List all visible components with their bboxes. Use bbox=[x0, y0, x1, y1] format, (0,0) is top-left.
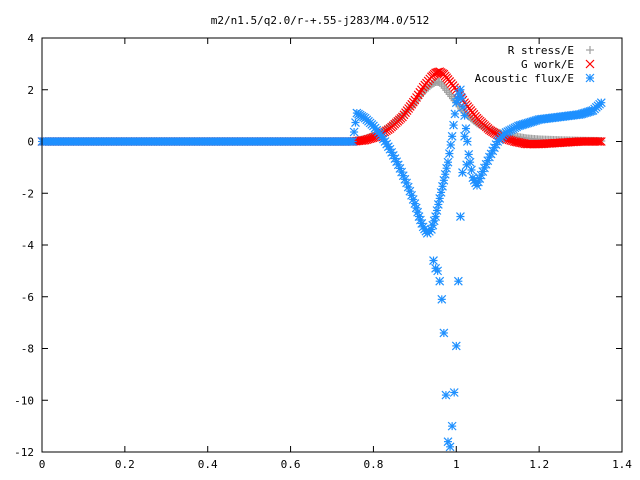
x-tick-label: 1 bbox=[453, 458, 460, 471]
legend-label: R stress/E bbox=[508, 44, 574, 57]
data-point bbox=[349, 127, 359, 137]
data-point bbox=[446, 140, 456, 150]
x-tick-label: 0.4 bbox=[198, 458, 218, 471]
data-point bbox=[433, 266, 443, 276]
data-point bbox=[440, 169, 450, 179]
data-point bbox=[453, 276, 463, 286]
data-point bbox=[449, 120, 458, 130]
data-point bbox=[458, 102, 468, 112]
data-point bbox=[450, 109, 460, 119]
y-tick-label: -6 bbox=[21, 291, 34, 304]
axis-ticks: 0 0.2 0.4 0.6 0.8 1 1.2 1.4 4 2 0 -2 -4 -6 -8 -10 -12 bbox=[14, 32, 632, 471]
axis-frame bbox=[41, 37, 623, 453]
data-point bbox=[438, 181, 447, 191]
data-point bbox=[460, 111, 469, 121]
x-tick-label: 1.4 bbox=[612, 458, 632, 471]
data-point bbox=[445, 442, 455, 452]
data-point bbox=[595, 137, 605, 146]
data-point bbox=[444, 149, 454, 158]
data-point bbox=[441, 390, 451, 400]
data-point bbox=[348, 137, 358, 146]
y-tick-label: -4 bbox=[21, 239, 35, 252]
data-point bbox=[447, 131, 457, 141]
data-point bbox=[447, 421, 457, 431]
y-tick-label: 4 bbox=[27, 32, 34, 45]
x-tick-label: 0.8 bbox=[363, 458, 383, 471]
data-point bbox=[461, 124, 471, 133]
data-point bbox=[456, 212, 465, 221]
data-point bbox=[415, 87, 425, 97]
x-tick-label: 1.2 bbox=[529, 458, 549, 471]
data-point bbox=[460, 131, 469, 141]
data-point bbox=[456, 85, 465, 95]
data-point bbox=[431, 212, 440, 221]
data-point bbox=[596, 98, 606, 108]
data-point bbox=[429, 256, 438, 265]
data-point bbox=[412, 93, 421, 102]
y-tick-label: 0 bbox=[27, 136, 34, 149]
x-tick-label: 0 bbox=[39, 458, 46, 471]
data-point bbox=[457, 93, 467, 103]
legend-label: G work/E bbox=[521, 58, 574, 71]
data-point bbox=[437, 294, 447, 304]
data-point bbox=[596, 137, 606, 146]
series-2 bbox=[37, 85, 606, 452]
y-tick-label: 2 bbox=[27, 84, 34, 97]
plot-area bbox=[37, 67, 606, 452]
y-tick-label: -10 bbox=[14, 394, 34, 407]
legend-label: Acoustic flux/E bbox=[475, 72, 574, 85]
data-point bbox=[442, 163, 452, 173]
data-point bbox=[385, 144, 395, 154]
data-point bbox=[443, 157, 453, 167]
data-point bbox=[435, 276, 445, 286]
data-point bbox=[435, 194, 445, 203]
data-point bbox=[432, 206, 442, 215]
y-tick-label: -8 bbox=[21, 343, 34, 356]
data-point bbox=[439, 175, 449, 185]
x-tick-label: 0.6 bbox=[281, 458, 301, 471]
y-tick-label: -2 bbox=[21, 187, 34, 200]
data-point bbox=[439, 328, 449, 338]
data-point bbox=[458, 168, 467, 177]
x-tick-label: 0.2 bbox=[115, 458, 135, 471]
data-point bbox=[436, 187, 446, 197]
data-point bbox=[410, 95, 420, 105]
data-point bbox=[417, 85, 426, 95]
data-point bbox=[451, 341, 461, 351]
data-point bbox=[462, 160, 472, 170]
data-point bbox=[464, 150, 474, 159]
data-point bbox=[449, 388, 459, 397]
legend-marker bbox=[586, 46, 594, 54]
y-tick-label: -12 bbox=[14, 446, 34, 459]
legend-marker bbox=[585, 73, 595, 83]
chart-title: m2/n1.5/q2.0/r-+.55-j283/M4.0/512 bbox=[211, 14, 430, 27]
data-point bbox=[413, 90, 423, 100]
legend-marker bbox=[585, 59, 595, 69]
data-point bbox=[433, 200, 443, 209]
data-point bbox=[593, 137, 603, 146]
